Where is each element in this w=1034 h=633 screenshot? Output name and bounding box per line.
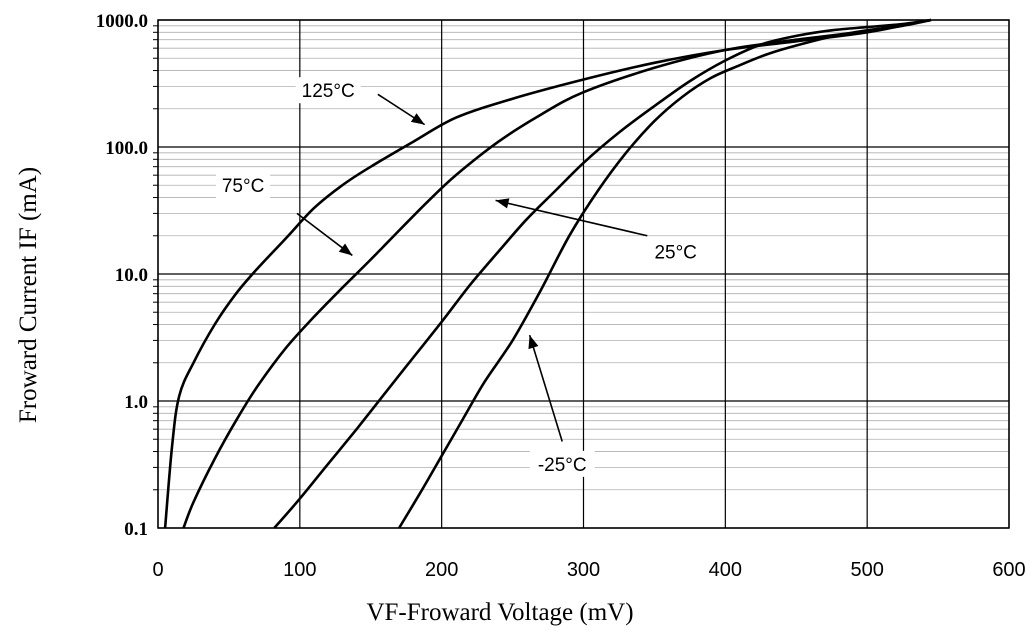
y-tick-label: 10.0 <box>115 265 148 286</box>
x-tick-label: 600 <box>992 559 1025 581</box>
annotation-label-bg <box>648 238 703 265</box>
x-axis-title: VF-Froward Voltage (mV) <box>366 599 633 626</box>
annotation-arrow-25c <box>495 199 648 237</box>
annotation-label--25c: -25°C <box>538 455 587 476</box>
annotation-arrowhead-125c <box>410 113 425 125</box>
y-tick-label: 100.0 <box>105 138 148 159</box>
x-tick-label: 200 <box>425 559 458 581</box>
annotation-labels: 125°C 75°C 25°C -25°C <box>216 77 703 477</box>
annotation-label-25c: 25°C <box>654 243 696 264</box>
x-tick-label: 500 <box>850 559 883 581</box>
annotation-label-75c: 75°C <box>222 176 264 197</box>
x-tick-label: 0 <box>152 559 163 581</box>
y-tick-label: 0.1 <box>124 519 148 540</box>
x-tick-label: 400 <box>709 559 742 581</box>
annotation-label-125c: 125°C <box>302 81 355 102</box>
x-tick-label: 100 <box>283 559 316 581</box>
series-line-75c <box>182 18 932 529</box>
series-line-25c <box>273 18 932 529</box>
annotation-label-bg <box>216 172 271 199</box>
annotation-label-bg <box>295 77 361 104</box>
annotation-arrowhead-75c <box>338 243 353 256</box>
annotation-arrowhead--25c <box>528 335 539 350</box>
x-tick-label: 300 <box>567 559 600 581</box>
y-tick-label: 1.0 <box>124 392 148 413</box>
y-axis-title: Froward Current IF (mA) <box>15 167 42 423</box>
annotation-arrowhead-25c <box>495 198 510 209</box>
y-tick-label: 1000.0 <box>96 11 148 32</box>
annotation-arrows <box>296 93 648 442</box>
plot-frame <box>157 19 1010 529</box>
annotation-arrow--25c <box>528 334 563 442</box>
series-line--25c <box>397 18 932 529</box>
series-line-125c <box>163 18 932 529</box>
series-curves <box>163 18 932 529</box>
x-tick-labels: 0 100 200 300 400 500 600 <box>152 559 1025 581</box>
y-tick-labels: 0.1 1.0 10.0 100.0 1000.0 <box>96 11 148 540</box>
annotation-label-bg <box>529 450 595 477</box>
